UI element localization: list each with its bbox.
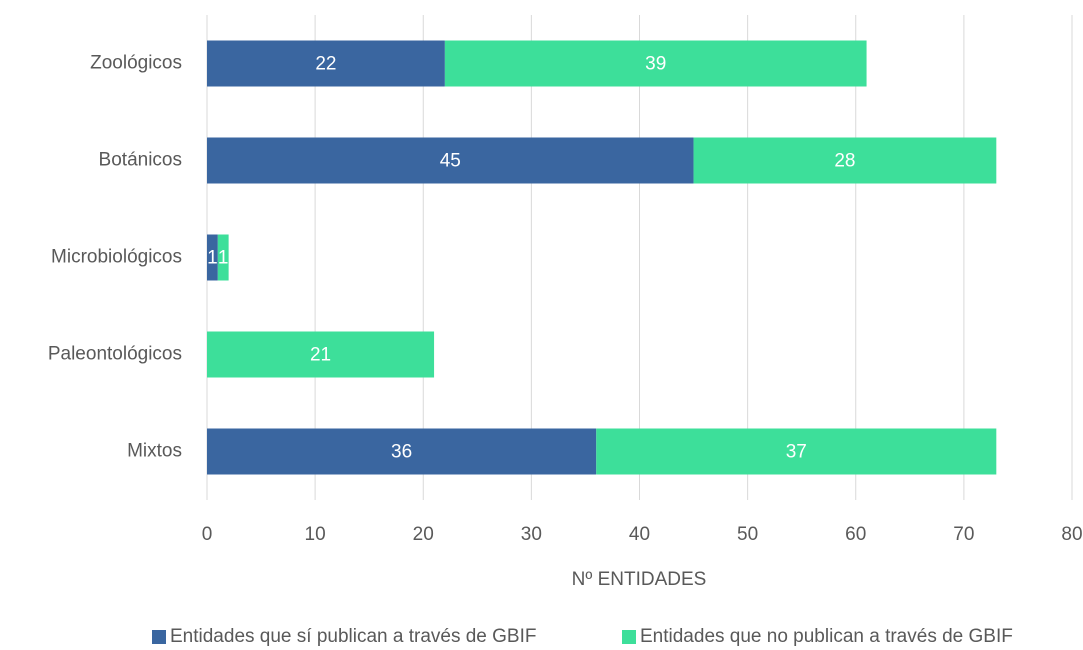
x-tick-label: 10 bbox=[305, 524, 326, 545]
y-tick-label: Mixtos bbox=[127, 441, 182, 462]
bar-segment bbox=[207, 40, 445, 87]
bar-segment bbox=[207, 428, 597, 475]
data-label: 37 bbox=[786, 442, 807, 463]
bar-segment bbox=[444, 40, 867, 87]
data-label: 22 bbox=[315, 54, 336, 75]
x-tick-label: 80 bbox=[1061, 524, 1082, 545]
x-tick-label: 50 bbox=[737, 524, 758, 545]
x-tick-label: 30 bbox=[521, 524, 542, 545]
y-tick-label: Zoológicos bbox=[90, 53, 182, 74]
x-tick-label: 70 bbox=[953, 524, 974, 545]
legend-label: Entidades que sí publican a través de GB… bbox=[170, 626, 537, 647]
bar-segment bbox=[207, 137, 694, 184]
data-label: 28 bbox=[834, 151, 855, 172]
bar-segment bbox=[217, 234, 229, 281]
data-label: 1 bbox=[207, 248, 218, 269]
x-tick-label: 0 bbox=[202, 524, 213, 545]
data-label: 36 bbox=[391, 442, 412, 463]
bar-segment bbox=[693, 137, 997, 184]
bar-segment bbox=[207, 331, 435, 378]
y-tick-label: Microbiológicos bbox=[51, 247, 182, 268]
data-label: 1 bbox=[218, 248, 229, 269]
data-label: 21 bbox=[310, 345, 331, 366]
x-tick-label: 60 bbox=[845, 524, 866, 545]
data-label: 45 bbox=[440, 151, 461, 172]
legend-label: Entidades que no publican a través de GB… bbox=[640, 626, 1013, 647]
legend-swatch bbox=[622, 630, 636, 644]
x-tick-label: 40 bbox=[629, 524, 650, 545]
legend-swatch bbox=[152, 630, 166, 644]
data-label: 39 bbox=[645, 54, 666, 75]
x-tick-label: 20 bbox=[413, 524, 434, 545]
y-tick-label: Paleontológicos bbox=[48, 344, 182, 365]
y-tick-label: Botánicos bbox=[99, 150, 182, 171]
x-axis-title: Nº ENTIDADES bbox=[572, 569, 707, 590]
bar-segment bbox=[596, 428, 997, 475]
bar-segment bbox=[207, 234, 218, 281]
